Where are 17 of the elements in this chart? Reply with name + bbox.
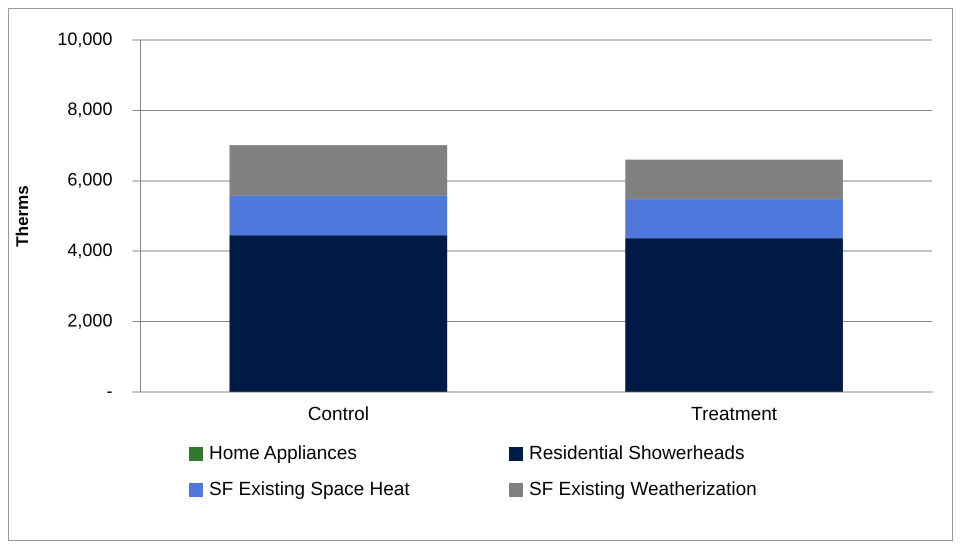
bar	[625, 199, 843, 238]
x-tick-label: Control	[308, 404, 369, 425]
x-tick-label: Treatment	[691, 404, 778, 425]
y-axis-title: Therms	[12, 185, 32, 247]
y-tick-label: 8,000	[67, 99, 112, 120]
legend-label: SF Existing Weatherization	[529, 479, 757, 501]
y-tick-label: -	[106, 381, 112, 402]
bar	[230, 235, 448, 392]
bar	[230, 196, 448, 236]
legend-label: Residential Showerheads	[529, 443, 744, 465]
y-tick-label: 6,000	[67, 170, 112, 190]
legend-label: Home Appliances	[209, 443, 357, 465]
bar	[625, 238, 843, 392]
y-tick-label: 4,000	[67, 240, 112, 260]
y-tick-label: 10,000	[57, 28, 112, 49]
y-tick-label: 2,000	[67, 310, 112, 331]
legend-label: SF Existing Space Heat	[209, 479, 410, 501]
